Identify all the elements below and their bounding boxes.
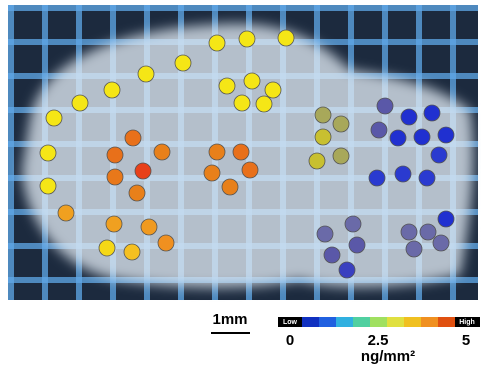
colorbar: [278, 317, 480, 327]
colorbar-tick-label: 0: [286, 332, 294, 349]
figure: 1mm Low High ng/mm² 02.55: [0, 0, 481, 376]
colorbar-tick-label: 2.5: [368, 332, 389, 349]
scale-bar-label: 1mm: [212, 311, 247, 328]
page: 1mm Low High ng/mm² 02.55 (() => { const…: [0, 0, 481, 376]
colorbar-low: Low: [283, 319, 298, 326]
colorbar-high: High: [459, 319, 475, 326]
colorbar-tick-label: 5: [462, 332, 470, 349]
colorbar-unit: ng/mm²: [361, 348, 415, 365]
